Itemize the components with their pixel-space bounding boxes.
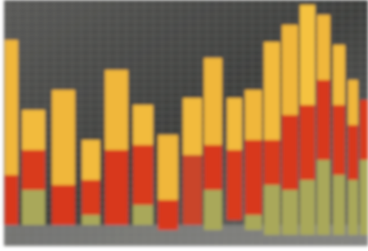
bar-segment	[245, 90, 262, 140]
bar-segment	[245, 140, 262, 215]
bar-segment	[300, 105, 315, 180]
bar-segment	[105, 70, 128, 150]
bar-segment	[282, 190, 298, 235]
bar-segment	[227, 98, 242, 150]
bar-segment	[333, 175, 345, 235]
bar-segment	[317, 15, 330, 80]
bar-segment	[360, 160, 368, 235]
bar-segment	[82, 215, 100, 225]
bar-segment	[183, 98, 202, 155]
bar-segment	[227, 150, 242, 220]
bar-segment	[333, 45, 345, 105]
bar-segment	[5, 40, 18, 175]
bar-segment	[22, 150, 45, 190]
page: {} html, body { margin: 0; padding: 0; b…	[0, 0, 368, 251]
bar-segment	[317, 80, 330, 160]
scene	[4, 0, 368, 246]
bar-segment	[82, 180, 100, 215]
bar-segment	[158, 200, 178, 230]
bar-segment	[264, 42, 280, 140]
bar-segment	[282, 115, 298, 190]
bar-segment	[204, 58, 222, 145]
bar-segment	[264, 140, 280, 185]
bar-segment	[158, 135, 178, 200]
bar-segment	[300, 5, 315, 105]
bar-segment	[133, 205, 153, 225]
bar-segment	[22, 190, 45, 225]
bar-segment	[183, 155, 202, 225]
body	[0, 0, 368, 251]
bar-segment	[22, 110, 45, 150]
bar-segment	[105, 150, 128, 225]
bar-segment	[333, 105, 345, 175]
bar-segment	[300, 180, 315, 235]
bar-segment	[317, 160, 330, 235]
bar-segment	[348, 180, 358, 235]
photo	[0, 0, 368, 251]
bar-segment	[245, 215, 262, 230]
bar-segment	[264, 185, 280, 235]
bar-segment	[5, 175, 18, 225]
bar-segment	[133, 105, 153, 145]
bar-segment	[348, 125, 358, 180]
bar-segment	[52, 90, 75, 185]
bar-segment	[133, 145, 153, 205]
bar-segment	[204, 145, 222, 190]
bar-segment	[282, 25, 298, 115]
bar-segment	[52, 185, 75, 225]
bar-segment	[204, 190, 222, 230]
bar-segment	[82, 140, 100, 180]
bar-segment	[348, 80, 358, 125]
bar-segment	[360, 100, 368, 160]
